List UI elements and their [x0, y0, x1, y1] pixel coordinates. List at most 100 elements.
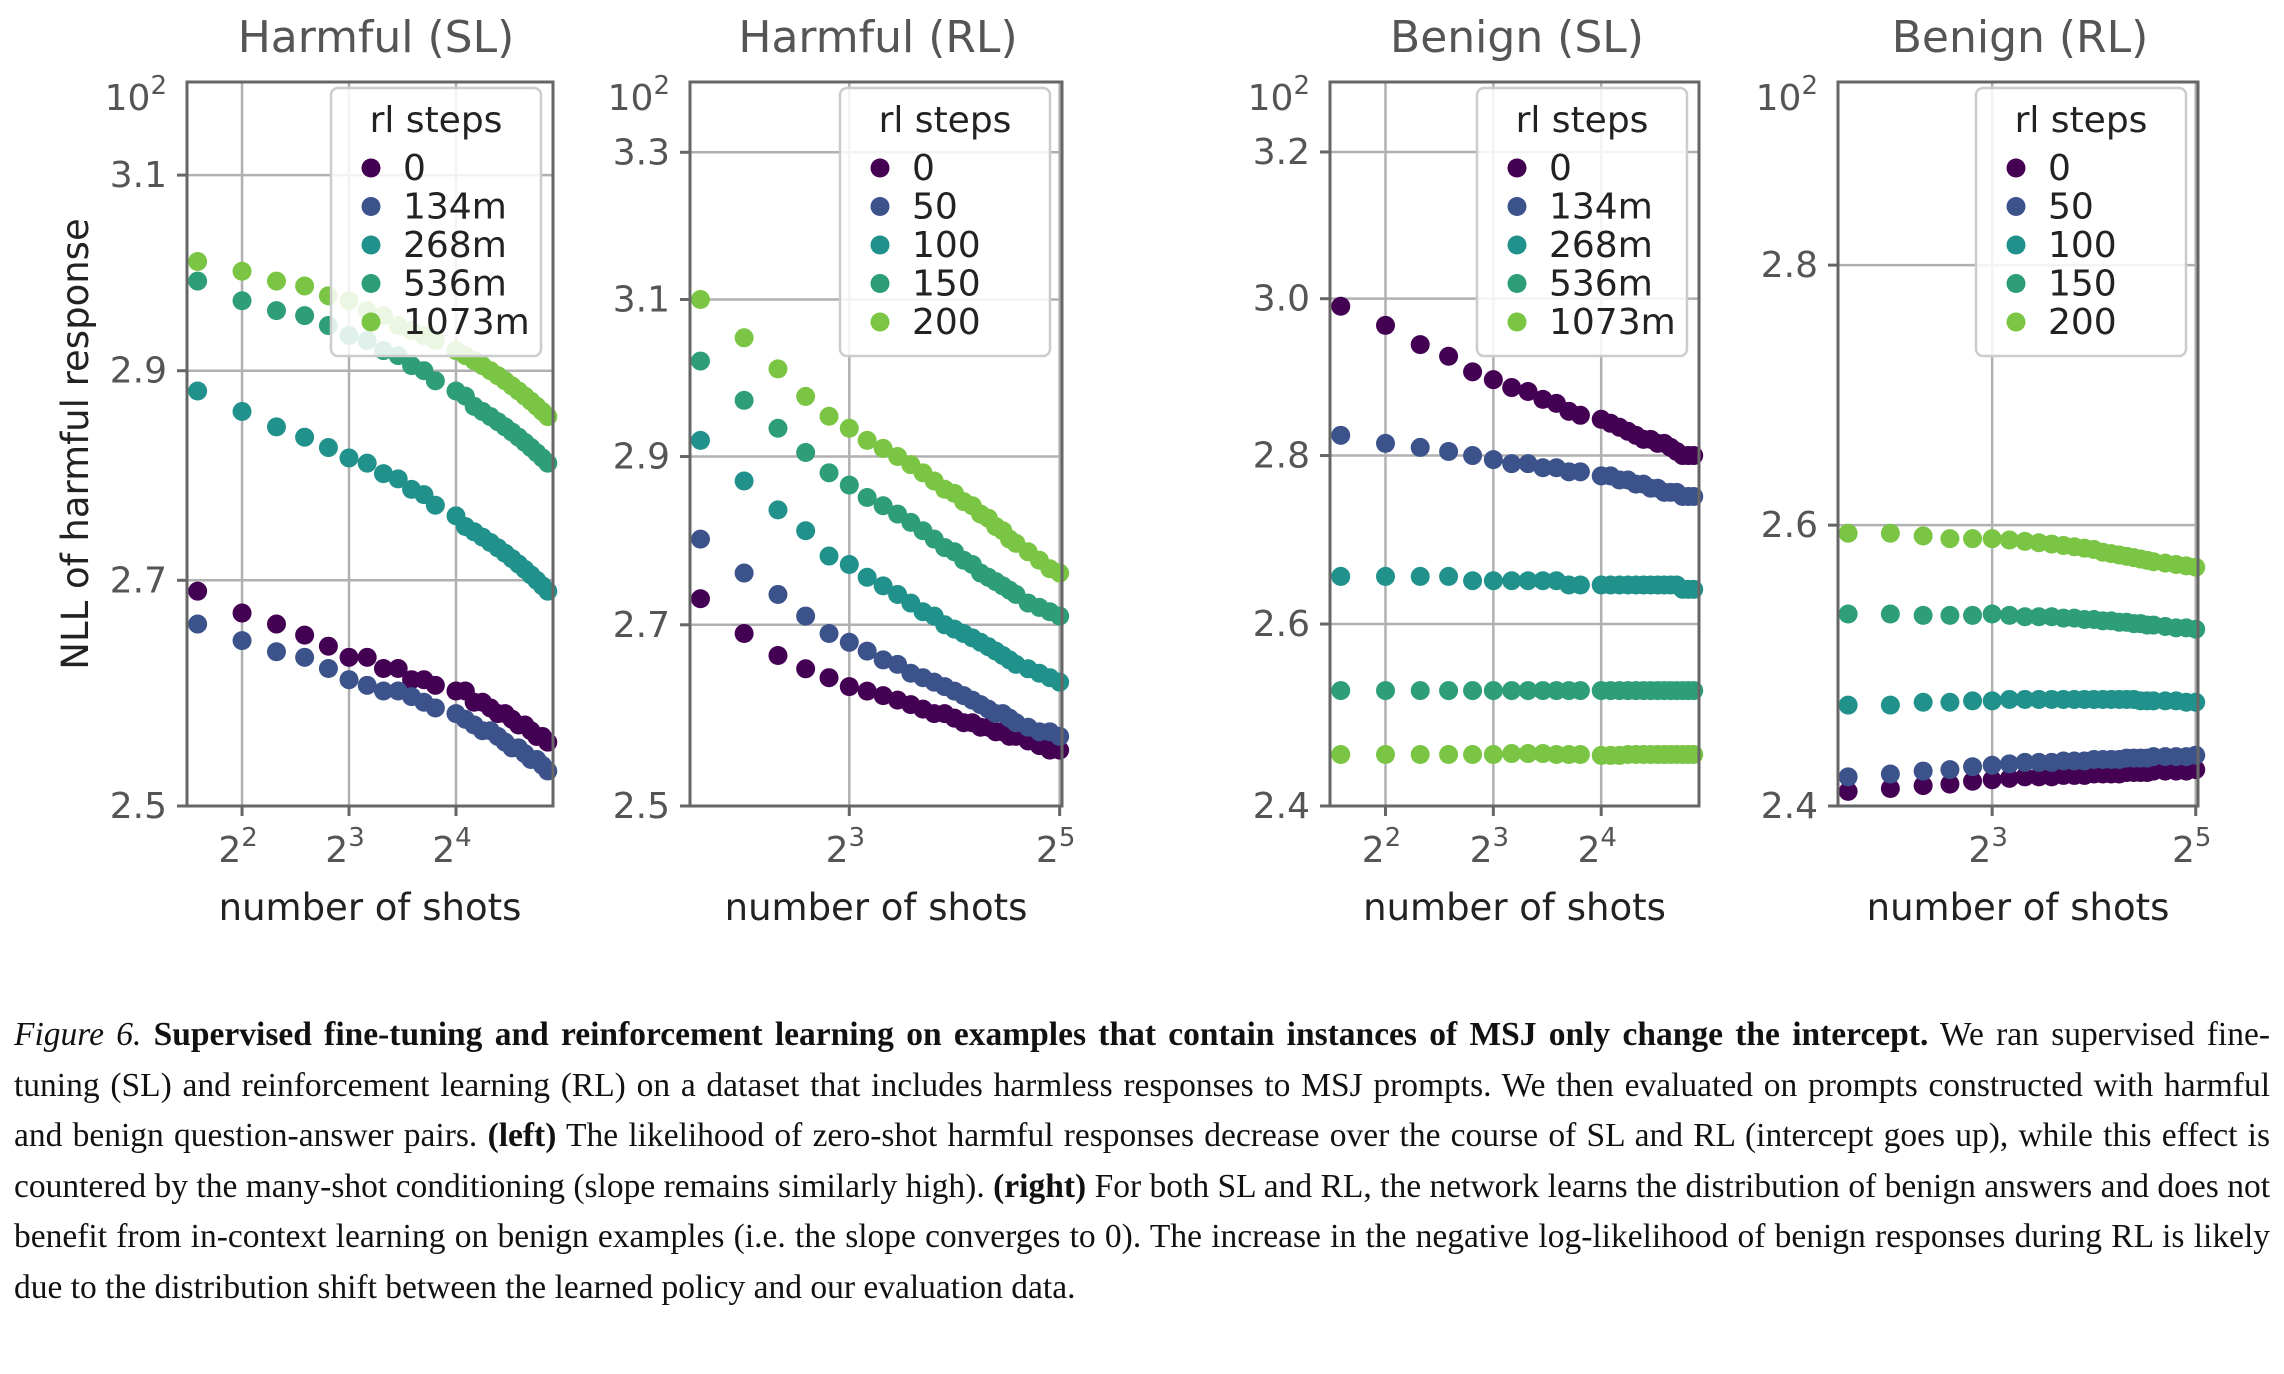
legend-marker	[870, 197, 890, 216]
x-axis-label: number of shots	[725, 886, 1028, 929]
data-point	[232, 631, 252, 651]
y-tick-label: 3.1	[613, 280, 670, 321]
x-tick-label: 22	[218, 823, 257, 871]
data-point	[232, 603, 252, 623]
data-point	[1913, 776, 1933, 796]
x-tick-label: 25	[1036, 823, 1075, 871]
axes-frame	[1836, 80, 2200, 808]
legend-title: rl steps	[2015, 100, 2148, 141]
data-point	[266, 271, 286, 291]
legend-title: rl steps	[370, 100, 503, 141]
axes-frame	[688, 80, 1064, 808]
legend-entry: 134m	[403, 187, 507, 228]
data-point	[1463, 362, 1483, 382]
data-point	[1838, 604, 1858, 624]
legend-entry: 1073m	[1549, 302, 1676, 343]
y-tick-label: 2.4	[1761, 786, 1818, 827]
panel-2: 2.5 2.7 2.9 3.1 3.3 102 23 25 Harmful (RL) number…	[608, 12, 1076, 929]
data-point	[318, 636, 338, 656]
axes-frame	[185, 80, 555, 808]
data-point	[1050, 563, 1070, 583]
legend-marker	[1507, 197, 1527, 216]
data-point	[768, 646, 788, 666]
data-point	[690, 290, 710, 310]
data-point	[188, 614, 208, 634]
data-point	[373, 658, 393, 678]
data-point	[1518, 744, 1538, 764]
data-point	[2015, 752, 2035, 772]
legend-marker	[361, 235, 381, 255]
legend-entry: 100	[2048, 225, 2117, 266]
caption-text-3: For both SL and RL, the network learns t…	[14, 1167, 2271, 1306]
data-point	[1940, 774, 1960, 794]
data-point	[819, 668, 839, 688]
legend-box	[329, 86, 543, 358]
data-point	[1982, 770, 2002, 790]
legend-entry: 100	[912, 225, 981, 266]
series-150	[1838, 604, 2206, 639]
data-point	[1410, 681, 1430, 701]
data-point	[1439, 346, 1459, 366]
data-point	[1570, 405, 1590, 425]
data-point	[819, 406, 839, 426]
data-point	[1463, 571, 1483, 591]
series-268m	[1331, 566, 1704, 599]
legend-marker	[870, 158, 890, 178]
data-point	[839, 418, 859, 438]
panel-3: 2.4 2.6 2.8 3.0 3.2 102 22 23 24 Benign (SL) numbe…	[1248, 12, 1704, 929]
data-point	[839, 632, 859, 652]
data-point	[1410, 566, 1430, 586]
data-point	[1999, 530, 2019, 550]
data-point	[1463, 744, 1483, 764]
caption-right-label: (right)	[993, 1167, 1087, 1205]
data-point	[1940, 529, 1960, 549]
data-point	[873, 650, 893, 670]
legend-entry: 50	[2048, 187, 2094, 228]
data-point	[1483, 370, 1503, 390]
x-tick-label: 24	[1577, 823, 1616, 871]
figure-panels: 2.5 2.7 2.9 3.1 102 22 23 24 Harmful (SL) number …	[54, 12, 2212, 929]
series-200	[1838, 523, 2206, 577]
legend-marker	[870, 235, 890, 255]
x-tick-label: 23	[1470, 823, 1509, 871]
data-point	[1375, 744, 1395, 764]
data-point	[1533, 744, 1553, 764]
data-point	[388, 658, 408, 678]
x-tick-label: 23	[826, 823, 865, 871]
data-point	[1463, 446, 1483, 466]
legend-entry: 0	[1549, 148, 1572, 189]
data-point	[1999, 689, 2019, 709]
x-tick-label: 23	[1968, 823, 2007, 871]
data-point	[1463, 681, 1483, 701]
data-point	[295, 306, 315, 326]
data-point	[357, 453, 377, 473]
data-point	[1880, 764, 1900, 784]
data-point	[266, 417, 286, 437]
legend-entry: 150	[912, 264, 981, 305]
data-point	[339, 448, 359, 468]
data-point	[873, 438, 893, 458]
data-point	[1050, 726, 1070, 746]
panel-4: 2.4 2.6 2.8 102 23 25 Benign (RL) number of sho…	[1756, 12, 2212, 929]
legend-marker	[2006, 158, 2026, 178]
axes-frame	[1328, 80, 1701, 808]
y-tick-label: 2.5	[613, 786, 670, 827]
series-1073m	[1331, 744, 1704, 765]
legend-marker	[870, 312, 890, 332]
data-point	[1518, 381, 1538, 401]
legend-marker	[1507, 158, 1527, 178]
data-point	[2015, 531, 2035, 551]
data-point	[1483, 571, 1503, 591]
series-100	[1838, 689, 2206, 715]
caption-headline: Supervised fine-tuning and reinforcement…	[153, 1016, 1929, 1053]
data-point	[425, 495, 445, 515]
data-point	[1439, 441, 1459, 461]
data-point	[266, 301, 286, 321]
data-point	[1963, 605, 1983, 625]
legend-box	[838, 86, 1052, 358]
panel-title: Harmful (SL)	[238, 12, 515, 63]
data-point	[1982, 604, 2002, 624]
legend-marker	[2006, 197, 2026, 216]
y-tick-label: 3.3	[613, 132, 670, 173]
data-point	[1410, 437, 1430, 457]
